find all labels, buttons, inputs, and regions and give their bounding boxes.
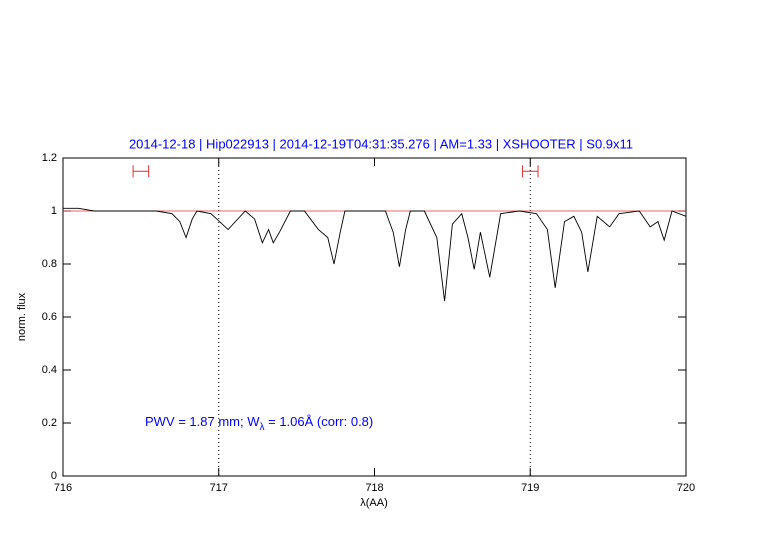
y-tick-label: 0: [51, 470, 57, 482]
annotation-subscript: λ: [260, 422, 265, 433]
y-tick-label: 1: [51, 205, 57, 217]
x-tick-label: 720: [677, 482, 695, 494]
y-tick-label: 0.2: [42, 417, 57, 429]
annotation-text: PWV = 1.87 mm; W: [145, 414, 260, 429]
x-tick-label: 719: [521, 482, 539, 494]
y-tick-label: 0.8: [42, 258, 57, 270]
x-tick-label: 717: [210, 482, 228, 494]
x-tick-label: 718: [365, 482, 383, 494]
y-tick-label: 0.4: [42, 364, 57, 376]
x-tick-label: 716: [54, 482, 72, 494]
y-axis-label: norm. flux: [16, 292, 28, 341]
spectrum-line: [63, 207, 687, 302]
range-marker: [521, 165, 539, 178]
chart-title: 2014-12-18 | Hip022913 | 2014-12-19T04:3…: [129, 136, 633, 151]
range-marker: [132, 165, 150, 178]
annotation: PWV = 1.87 mm; Wλ = 1.06Å (corr: 0.8): [145, 414, 373, 432]
y-tick-label: 1.2: [42, 152, 57, 164]
y-tick-label: 0.6: [42, 311, 57, 323]
x-axis-label: λ(AA): [360, 497, 388, 509]
annotation-text: = 1.06Å (corr: 0.8): [265, 414, 374, 429]
